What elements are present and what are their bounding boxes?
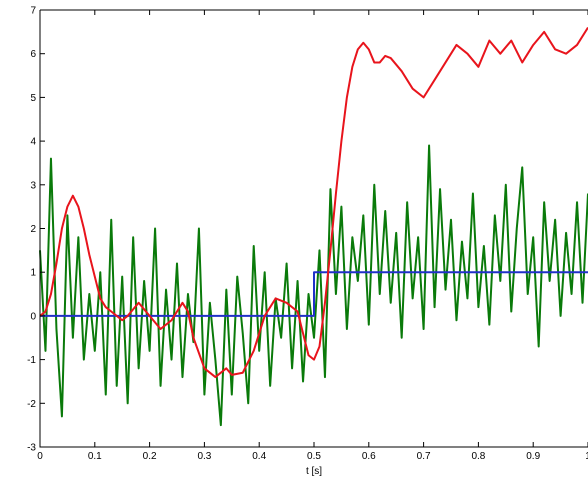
x-tick-label: 0.3 <box>197 451 211 462</box>
x-axis-label: t [s] <box>306 466 322 477</box>
x-tick-label: 0.2 <box>143 451 157 462</box>
x-tick-label: 0.4 <box>252 451 266 462</box>
x-tick-label: 0.7 <box>417 451 431 462</box>
x-tick-label: 0.1 <box>88 451 102 462</box>
line-series <box>39 26 588 379</box>
y-tick-label: 7 <box>30 6 36 17</box>
x-tick-label: 0.9 <box>526 451 540 462</box>
y-tick-label: -3 <box>27 443 36 454</box>
y-tick-label: 3 <box>30 180 36 191</box>
y-tick-label: 2 <box>30 224 36 235</box>
y-tick-label: 0 <box>30 311 36 322</box>
y-tick-label: 1 <box>30 268 36 279</box>
y-tick-label: 6 <box>30 49 36 60</box>
x-tick-label: 0.5 <box>307 451 321 462</box>
x-tick-label: 0 <box>37 451 43 462</box>
line-series <box>40 271 588 317</box>
y-tick-label: -1 <box>27 355 36 366</box>
y-tick-label: -2 <box>27 399 36 410</box>
x-tick-label: 0.6 <box>362 451 376 462</box>
x-tick-label: 1 <box>585 451 588 462</box>
y-tick-label: 4 <box>30 137 36 148</box>
x-tick-label: 0.8 <box>471 451 485 462</box>
y-tick-label: 5 <box>30 93 36 104</box>
line-series <box>39 144 588 427</box>
